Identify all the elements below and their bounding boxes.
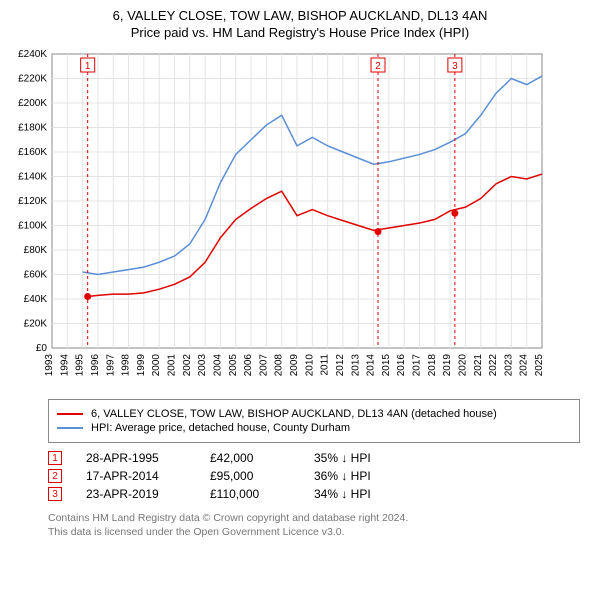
transaction-diff: 36% ↓ HPI — [314, 469, 404, 483]
transaction-price: £110,000 — [210, 487, 290, 501]
svg-text:3: 3 — [452, 61, 458, 72]
svg-text:2016: 2016 — [396, 354, 407, 377]
svg-text:£140K: £140K — [18, 172, 47, 183]
transaction-date: 17-APR-2014 — [86, 469, 186, 483]
legend-swatch — [57, 413, 83, 415]
svg-text:2010: 2010 — [304, 354, 315, 377]
svg-text:£0: £0 — [36, 343, 48, 354]
svg-text:1994: 1994 — [59, 354, 70, 377]
legend-box: 6, VALLEY CLOSE, TOW LAW, BISHOP AUCKLAN… — [48, 399, 580, 443]
transaction-price: £95,000 — [210, 469, 290, 483]
svg-text:£220K: £220K — [18, 74, 47, 85]
svg-text:2000: 2000 — [151, 354, 162, 377]
svg-text:2019: 2019 — [442, 354, 453, 377]
svg-text:2008: 2008 — [274, 354, 285, 377]
svg-text:£80K: £80K — [24, 245, 48, 256]
svg-text:1996: 1996 — [90, 354, 101, 377]
svg-text:£20K: £20K — [24, 319, 48, 330]
svg-text:2006: 2006 — [243, 354, 254, 377]
footer-line2: This data is licensed under the Open Gov… — [48, 525, 580, 539]
transactions-table: 1 28-APR-1995 £42,000 35% ↓ HPI 2 17-APR-2014… — [48, 451, 580, 501]
svg-text:2021: 2021 — [473, 354, 484, 377]
transaction-date: 28-APR-1995 — [86, 451, 186, 465]
footer-line1: Contains HM Land Registry data © Crown c… — [48, 511, 580, 525]
svg-text:1997: 1997 — [105, 354, 116, 377]
svg-text:2002: 2002 — [182, 354, 193, 377]
legend-label: HPI: Average price, detached house, Coun… — [91, 422, 350, 434]
svg-text:£200K: £200K — [18, 98, 47, 109]
svg-text:2001: 2001 — [167, 354, 178, 377]
transaction-row: 3 23-APR-2019 £110,000 34% ↓ HPI — [48, 487, 580, 501]
svg-text:1999: 1999 — [136, 354, 147, 377]
svg-text:£40K: £40K — [24, 294, 48, 305]
svg-text:2003: 2003 — [197, 354, 208, 377]
legend-label: 6, VALLEY CLOSE, TOW LAW, BISHOP AUCKLAN… — [91, 408, 497, 420]
title-line2: Price paid vs. HM Land Registry's House … — [10, 25, 590, 40]
svg-text:2: 2 — [375, 61, 381, 72]
svg-text:2007: 2007 — [258, 354, 269, 377]
svg-text:£60K: £60K — [24, 270, 48, 281]
svg-text:£120K: £120K — [18, 196, 47, 207]
svg-text:2013: 2013 — [350, 354, 361, 377]
title-block: 6, VALLEY CLOSE, TOW LAW, BISHOP AUCKLAN… — [0, 0, 600, 44]
legend-row: HPI: Average price, detached house, Coun… — [57, 422, 571, 434]
svg-text:2015: 2015 — [381, 354, 392, 377]
svg-text:2004: 2004 — [212, 354, 223, 377]
svg-text:2024: 2024 — [519, 354, 530, 377]
transaction-row: 2 17-APR-2014 £95,000 36% ↓ HPI — [48, 469, 580, 483]
svg-text:£160K: £160K — [18, 147, 47, 158]
svg-text:1998: 1998 — [121, 354, 132, 377]
transaction-row: 1 28-APR-1995 £42,000 35% ↓ HPI — [48, 451, 580, 465]
legend-row: 6, VALLEY CLOSE, TOW LAW, BISHOP AUCKLAN… — [57, 408, 571, 420]
svg-text:2020: 2020 — [457, 354, 468, 377]
transaction-marker: 3 — [48, 487, 62, 501]
svg-text:£240K: £240K — [18, 49, 47, 60]
transaction-marker: 1 — [48, 451, 62, 465]
svg-text:2023: 2023 — [503, 354, 514, 377]
chart-area: £0 £20K £40K £60K £80K £100K £120K £140K £160K £1… — [10, 48, 590, 391]
svg-text:2022: 2022 — [488, 354, 499, 377]
svg-text:£100K: £100K — [18, 221, 47, 232]
svg-text:£180K: £180K — [18, 123, 47, 134]
chart-container: 6, VALLEY CLOSE, TOW LAW, BISHOP AUCKLAN… — [0, 0, 600, 590]
transaction-diff: 34% ↓ HPI — [314, 487, 404, 501]
price-chart: £0 £20K £40K £60K £80K £100K £120K £140K £160K £1… — [10, 48, 550, 388]
svg-text:2011: 2011 — [320, 354, 331, 376]
svg-text:2009: 2009 — [289, 354, 300, 377]
title-line1: 6, VALLEY CLOSE, TOW LAW, BISHOP AUCKLAN… — [10, 8, 590, 23]
svg-text:1: 1 — [85, 61, 91, 72]
svg-text:2017: 2017 — [412, 354, 423, 377]
transaction-marker: 2 — [48, 469, 62, 483]
attribution-footer: Contains HM Land Registry data © Crown c… — [48, 511, 580, 539]
svg-text:2014: 2014 — [366, 354, 377, 377]
svg-text:1995: 1995 — [75, 354, 86, 377]
svg-text:1993: 1993 — [44, 354, 55, 377]
transaction-price: £42,000 — [210, 451, 290, 465]
svg-text:2005: 2005 — [228, 354, 239, 377]
transaction-date: 23-APR-2019 — [86, 487, 186, 501]
transaction-diff: 35% ↓ HPI — [314, 451, 404, 465]
svg-text:2018: 2018 — [427, 354, 438, 377]
svg-text:2025: 2025 — [534, 354, 545, 377]
legend-swatch — [57, 427, 83, 429]
svg-text:2012: 2012 — [335, 354, 346, 377]
